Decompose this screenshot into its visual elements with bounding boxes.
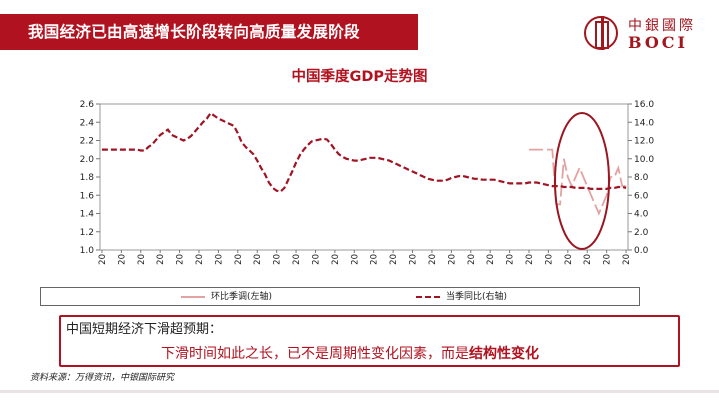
legend-swatch-yoy: [416, 296, 440, 298]
x-axis-tick-label: 20: [506, 254, 516, 265]
x-axis-tick-label: 20: [253, 254, 263, 265]
left-axis-tick-label: 2.0: [80, 155, 95, 165]
x-axis-tick-label: 20: [467, 254, 477, 265]
x-axis-tick-label: 20: [156, 254, 166, 265]
gdp-chart: 1.0 1.2 1.4 1.6 1.8 2.0 2.2 2.4 2.6 0.0 2.0 4.0 6.0 8…: [80, 100, 655, 265]
x-axis-tick-label: 20: [603, 254, 613, 265]
x-axis-tick-label: 20: [447, 254, 457, 265]
bank-of-china-emblem-icon: [584, 16, 618, 50]
left-axis-tick-label: 1.4: [80, 210, 95, 220]
left-axis-tick-label: 1.6: [80, 191, 95, 201]
x-axis-tick-label: 20: [311, 254, 321, 265]
x-axis-tick-label: 20: [350, 254, 360, 265]
x-axis-tick-label: 20: [117, 254, 127, 265]
x-axis-tick-label: 20: [176, 254, 186, 265]
right-axis-tick-label: 2.0: [634, 228, 649, 238]
x-axis-tick-label: 20: [214, 254, 224, 265]
conclusion-body: 下滑时间如此之长，已不是周期性变化因素，而是结构性变化: [161, 343, 539, 363]
boci-logo: 中銀國際 BOCI: [584, 16, 704, 52]
x-axis-tick-label: 20: [234, 254, 244, 265]
x-axis-tick-label: 20: [98, 254, 108, 265]
right-axis-tick-label: 6.0: [634, 191, 649, 201]
right-axis-tick-label: 14.0: [634, 118, 654, 128]
left-axis-tick-label: 1.0: [80, 246, 95, 256]
x-axis-tick-label: 20: [292, 254, 302, 265]
x-axis-tick-label: 20: [583, 254, 593, 265]
right-axis-tick-label: 10.0: [634, 155, 654, 165]
left-axis-tick-label: 1.8: [80, 173, 95, 183]
left-axis-tick-label: 2.4: [80, 118, 95, 128]
conclusion-emphasis: 结构性变化: [469, 346, 539, 362]
highlight-ellipse: [554, 112, 610, 250]
x-axis-tick-label: 20: [389, 254, 399, 265]
x-axis-tick-label: 20: [137, 254, 147, 265]
logo-english-text: BOCI: [628, 33, 688, 52]
left-axis-tick-label: 2.6: [80, 100, 95, 110]
plot-frame: [99, 103, 629, 251]
left-axis-tick-label: 2.2: [80, 137, 94, 147]
logo-chinese-text: 中銀國際: [628, 18, 696, 34]
x-axis-tick-label: 20: [525, 254, 535, 265]
right-axis-tick-label: 8.0: [634, 173, 649, 183]
right-axis-tick-label: 4.0: [634, 210, 649, 220]
data-source-note: 资料来源：万得资讯，中银国际研究: [30, 373, 175, 383]
conclusion-heading: 中国短期经济下滑超预期：: [66, 322, 223, 337]
x-axis-tick-label: 20: [409, 254, 419, 265]
series-line-qoq: [529, 148, 627, 216]
x-axis-tick-label: 20: [428, 254, 438, 265]
x-axis-tick-label: 20: [370, 254, 380, 265]
conclusion-box: [59, 315, 680, 367]
x-axis-tick-label: 20: [564, 254, 574, 265]
legend-label-yoy: 当季同比(右轴): [446, 292, 508, 302]
legend-swatch-qoq: [181, 296, 205, 298]
x-axis-tick-label: 20: [331, 254, 341, 265]
right-axis-tick-label: 16.0: [634, 100, 654, 110]
legend-label-qoq: 环比季调(左轴): [211, 292, 273, 302]
chart-title: 中国季度GDP走势图: [291, 69, 428, 85]
x-axis-tick-label: 20: [273, 254, 283, 265]
right-axis-tick-label: 0.0: [634, 246, 649, 256]
right-axis-tick-label: 12.0: [634, 137, 654, 147]
x-axis-tick-label: 20: [486, 254, 496, 265]
conclusion-text: 下滑时间如此之长，已不是周期性变化因素，而是: [161, 346, 469, 362]
left-axis-tick-label: 1.2: [80, 228, 94, 238]
x-axis-tick-label: 20: [195, 254, 205, 265]
chart-legend: 环比季调(左轴) 当季同比(右轴): [40, 287, 640, 306]
slide-title: 我国经济已由高速增长阶段转向高质量发展阶段: [28, 23, 360, 41]
series-line-yoy: [101, 111, 627, 193]
x-axis-tick-label: 20: [622, 254, 632, 265]
x-axis-tick-label: 20: [544, 254, 554, 265]
bottom-divider: [0, 390, 719, 393]
title-banner: [0, 14, 418, 50]
